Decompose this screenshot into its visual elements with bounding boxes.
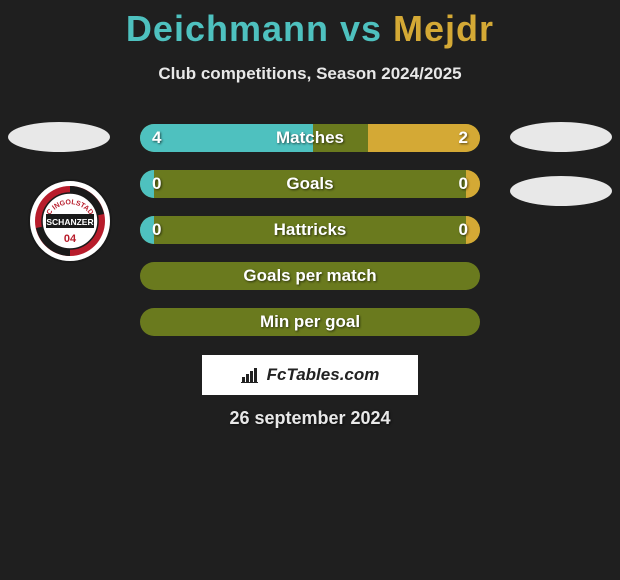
footer-logo: FcTables.com — [202, 355, 418, 395]
footer-date: 26 september 2024 — [0, 408, 620, 429]
vs-text: vs — [340, 8, 382, 49]
player2-name: Mejdr — [393, 8, 494, 49]
club-badge-icon: SCHANZER FC INGOLSTADT 04 — [28, 179, 112, 263]
comparison-title: Deichmann vs Mejdr — [0, 8, 620, 50]
subtitle: Club competitions, Season 2024/2025 — [0, 64, 620, 84]
bar-row: 00Goals — [140, 170, 480, 198]
bar-row: 00Hattricks — [140, 216, 480, 244]
player1-avatar — [8, 122, 110, 152]
bar-chart-icon — [241, 367, 261, 383]
bar-label: Matches — [140, 124, 480, 152]
bar-row: Goals per match — [140, 262, 480, 290]
player1-name: Deichmann — [126, 8, 329, 49]
bar-label: Goals — [140, 170, 480, 198]
svg-text:SCHANZER: SCHANZER — [46, 217, 93, 227]
comparison-bars: 42Matches 00Goals 00Hattricks Goals per mat… — [140, 124, 480, 354]
header: Deichmann vs Mejdr Club competitions, Se… — [0, 0, 620, 84]
player1-club-badge: SCHANZER FC INGOLSTADT 04 — [28, 179, 112, 263]
bar-label: Min per goal — [140, 308, 480, 336]
svg-text:04: 04 — [64, 233, 77, 245]
bar-row: 42Matches — [140, 124, 480, 152]
player2-club-avatar — [510, 176, 612, 206]
bar-label: Hattricks — [140, 216, 480, 244]
bar-label: Goals per match — [140, 262, 480, 290]
bar-row: Min per goal — [140, 308, 480, 336]
player2-avatar — [510, 122, 612, 152]
footer-logo-text: FcTables.com — [267, 365, 380, 385]
